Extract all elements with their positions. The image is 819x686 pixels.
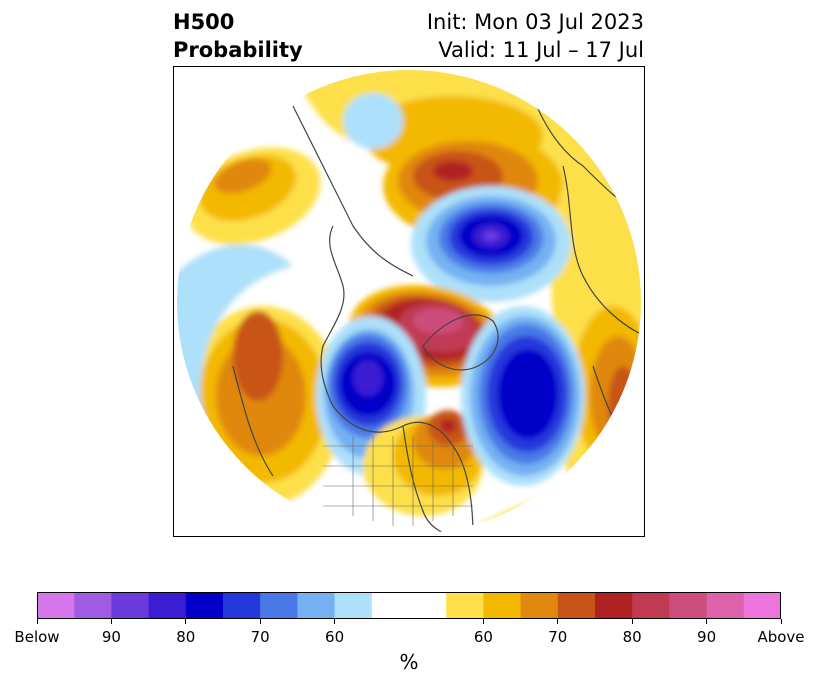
probability-map xyxy=(173,66,645,537)
colorbar-cell xyxy=(74,592,112,619)
siberia-anomaly-core xyxy=(214,158,272,194)
us-ridge-red xyxy=(440,419,456,433)
colorbar-cell xyxy=(37,592,75,619)
colorbar-cell xyxy=(520,592,559,619)
title-line-2: Probability xyxy=(173,38,303,62)
colorbar-cells xyxy=(37,592,781,619)
polar-low-core xyxy=(483,231,499,241)
top-light-blue xyxy=(343,93,403,149)
colorbar-cell xyxy=(260,592,298,619)
colorbar-cell xyxy=(223,592,261,619)
colorbar-cell xyxy=(557,592,596,619)
colorbar-cell xyxy=(743,592,781,619)
arctic-ridge-red xyxy=(433,161,473,181)
colorbar-cell xyxy=(409,592,447,619)
colorbar-tick-label: 70 xyxy=(250,628,270,646)
colorbar-tick-label: 80 xyxy=(622,628,642,646)
colorbar-cell xyxy=(185,592,224,619)
colorbar-tick-label: 90 xyxy=(697,628,717,646)
init-date: Init: Mon 03 Jul 2023 xyxy=(426,10,644,34)
title-block: H500 Probability xyxy=(173,8,303,64)
date-block: Init: Mon 03 Jul 2023 Valid: 11 Jul – 17… xyxy=(427,8,644,64)
colorbar-cell xyxy=(297,592,336,619)
colorbar-frame xyxy=(37,592,781,619)
atlantic-trough-dark xyxy=(498,349,558,439)
colorbar-tick xyxy=(482,619,484,624)
colorbar-cell xyxy=(111,592,150,619)
colorbar-tick-label: 90 xyxy=(101,628,121,646)
colorbar-tick-label: 60 xyxy=(473,628,493,646)
colorbar-tick xyxy=(36,619,38,624)
colorbar-tick-label: 80 xyxy=(176,628,196,646)
colorbar-cell xyxy=(334,592,373,619)
colorbar-cell xyxy=(483,592,522,619)
colorbar-tick xyxy=(259,619,261,624)
colorbar-tick-label: 70 xyxy=(548,628,568,646)
colorbar-cell xyxy=(595,592,633,619)
colorbar-cell xyxy=(446,592,484,619)
colorbar-cell xyxy=(632,592,670,619)
map-frame xyxy=(173,66,645,537)
colorbar-tick xyxy=(185,619,187,624)
colorbar-tick xyxy=(334,619,336,624)
colorbar-tick xyxy=(631,619,633,624)
colorbar xyxy=(37,592,781,619)
colorbar-cell xyxy=(706,592,745,619)
colorbar-tick xyxy=(706,619,708,624)
colorbar-cell xyxy=(669,592,708,619)
colorbar-cell xyxy=(371,592,410,619)
colorbar-unit: % xyxy=(399,650,419,674)
colorbar-tick-label: 60 xyxy=(325,628,345,646)
colorbar-tick-label: Above xyxy=(757,628,805,646)
colorbar-tick xyxy=(780,619,782,624)
colorbar-tick xyxy=(110,619,112,624)
valid-range: Valid: 11 Jul – 17 Jul xyxy=(438,38,644,62)
colorbar-tick xyxy=(557,619,559,624)
greenland-ridge-pink xyxy=(413,308,463,334)
pacific-anomaly-core xyxy=(233,311,283,401)
grid-lines xyxy=(323,436,473,526)
title-line-1: H500 xyxy=(173,10,235,34)
colorbar-tick-label: Below xyxy=(14,628,60,646)
na-trough-indigo xyxy=(353,360,383,396)
colorbar-cell xyxy=(148,592,187,619)
